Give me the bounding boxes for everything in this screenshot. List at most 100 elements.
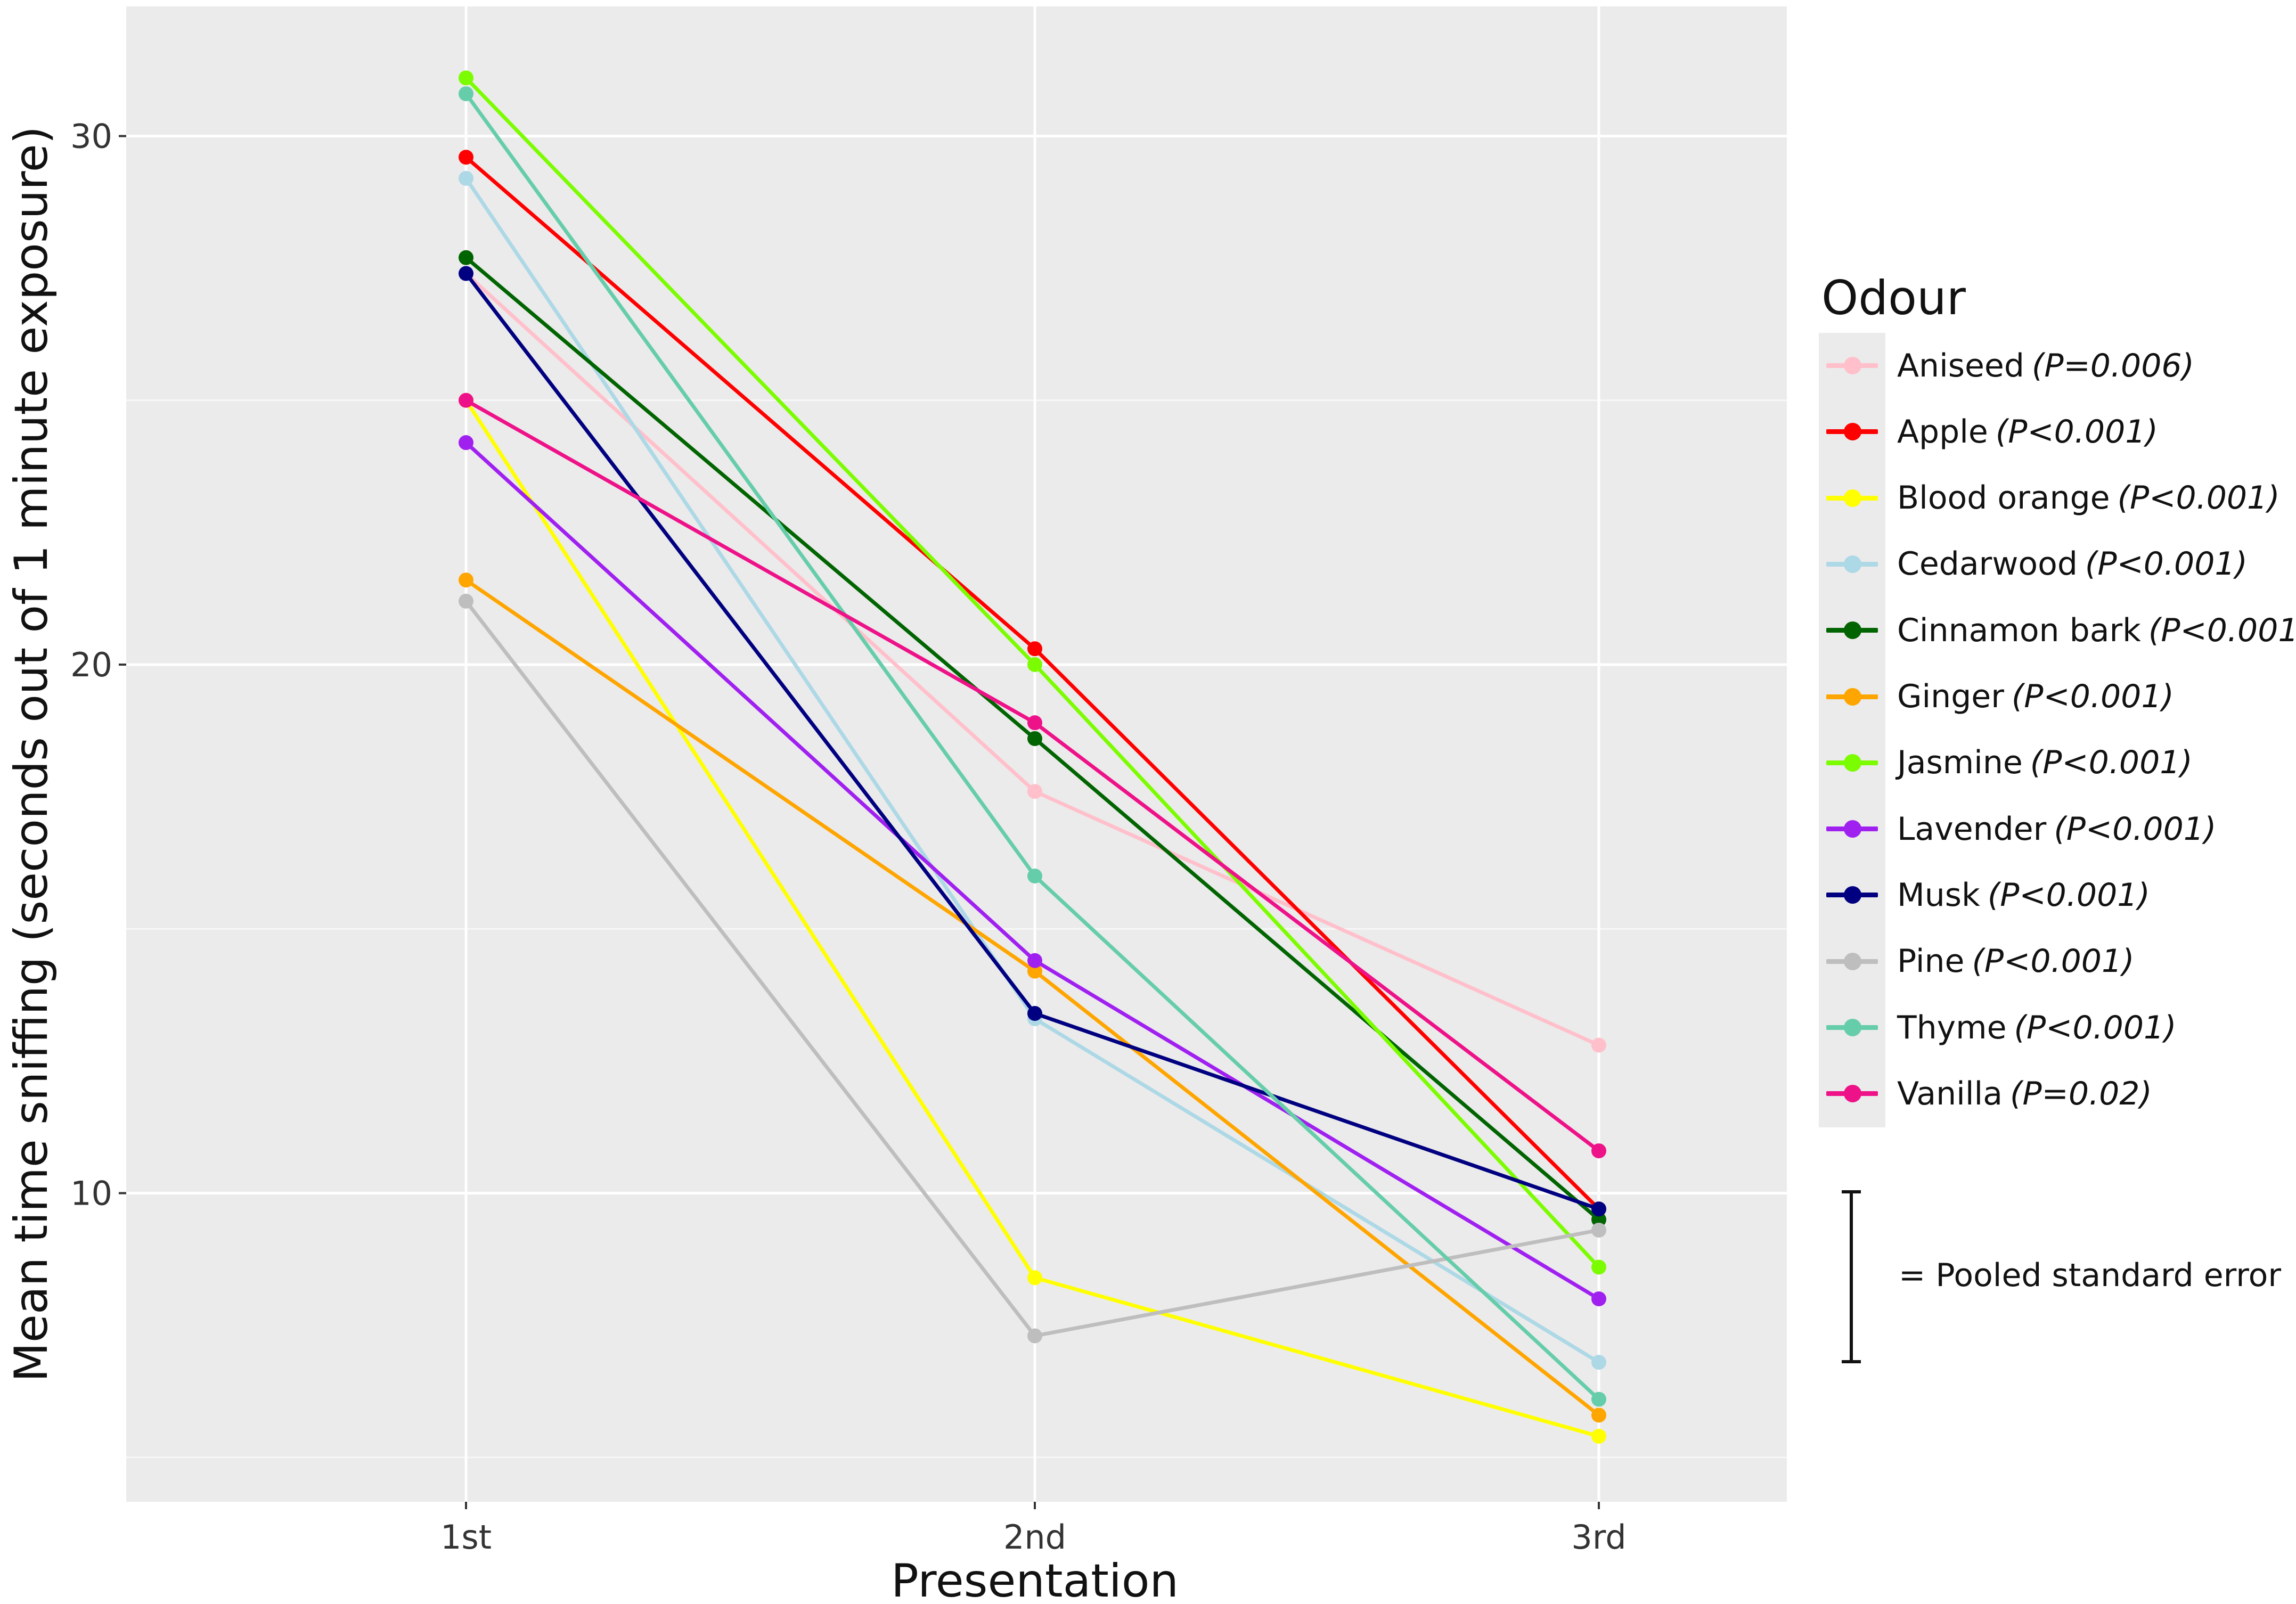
legend-label: Jasmine (P<0.001) xyxy=(1897,744,2193,781)
legend-key-dot xyxy=(1844,886,1861,904)
data-point-apple xyxy=(1027,641,1042,657)
legend-label: Lavender (P<0.001) xyxy=(1897,811,2216,848)
x-tick-label: 2nd xyxy=(1003,1518,1066,1557)
data-point-cedarwood xyxy=(459,170,473,186)
legend-p-value: (P<0.001) xyxy=(2117,479,2280,517)
legend-item-vanilla: Vanilla (P=0.02) xyxy=(1819,1061,2152,1126)
data-point-blood-orange xyxy=(1027,1270,1042,1286)
legend-label: Blood orange (P<0.001) xyxy=(1897,479,2280,517)
data-point-vanilla xyxy=(1027,715,1042,731)
data-point-ginger xyxy=(1027,963,1042,979)
data-point-jasmine xyxy=(1591,1259,1606,1275)
legend-item-lavender: Lavender (P<0.001) xyxy=(1819,796,2216,862)
x-axis-title: Presentation xyxy=(891,1554,1179,1604)
x-tick-label: 3rd xyxy=(1571,1518,1626,1557)
legend-item-apple: Apple (P<0.001) xyxy=(1819,399,2158,464)
pooled-se-key: = Pooled standard error xyxy=(1832,1190,2290,1369)
legend-series-name: Cedarwood xyxy=(1897,545,2078,583)
legend-key-icon xyxy=(1819,664,1885,730)
legend-key-dot xyxy=(1844,489,1861,507)
data-point-pine xyxy=(459,593,473,609)
legend: Odour Aniseed (P=0.006) Apple (P<0.001) Bloo… xyxy=(1819,269,2296,1127)
se-cap-bottom xyxy=(1842,1360,1861,1363)
legend-p-value: (P=0.006) xyxy=(2031,347,2194,384)
legend-series-name: Thyme xyxy=(1897,1009,2007,1046)
grid-major xyxy=(126,6,1787,1502)
data-point-musk xyxy=(1591,1201,1606,1217)
legend-key-dot xyxy=(1844,555,1861,573)
legend-p-value: (P=0.02) xyxy=(2009,1075,2152,1112)
legend-title: Odour xyxy=(1821,271,1966,325)
legend-series-name: Vanilla xyxy=(1897,1075,2003,1112)
legend-series-name: Cinnamon bark xyxy=(1897,611,2141,649)
legend-key-icon xyxy=(1819,399,1885,464)
data-point-musk xyxy=(1027,1006,1042,1021)
legend-key-icon xyxy=(1819,465,1885,531)
pooled-se-label: = Pooled standard error xyxy=(1899,1257,2282,1294)
legend-p-value: (P<0.001) xyxy=(1987,876,2150,914)
data-point-aniseed xyxy=(1027,784,1042,799)
legend-item-cinnamon-bark: Cinnamon bark (P<0.001) xyxy=(1819,598,2296,663)
legend-item-ginger: Ginger (P<0.001) xyxy=(1819,664,2174,730)
data-point-pine xyxy=(1591,1222,1606,1238)
legend-key-icon xyxy=(1819,531,1885,597)
legend-item-aniseed: Aniseed (P=0.006) xyxy=(1819,333,2194,398)
legend-key-icon xyxy=(1819,995,1885,1060)
data-point-pine xyxy=(1027,1328,1042,1344)
legend-series-name: Blood orange xyxy=(1897,479,2110,517)
legend-p-value: (P<0.001) xyxy=(2011,678,2174,715)
legend-p-value: (P<0.001) xyxy=(2085,545,2248,583)
legend-key-dot xyxy=(1844,952,1861,970)
legend-item-jasmine: Jasmine (P<0.001) xyxy=(1819,730,2193,796)
y-tick-label: 30 xyxy=(70,117,112,156)
y-tick-label: 10 xyxy=(70,1174,112,1213)
legend-item-musk: Musk (P<0.001) xyxy=(1819,862,2150,928)
legend-p-value: (P<0.001) xyxy=(2030,744,2193,782)
grid-minor xyxy=(126,399,1787,1459)
legend-key-icon xyxy=(1819,796,1885,862)
legend-key-icon xyxy=(1819,730,1885,796)
legend-p-value: (P<0.001) xyxy=(1972,943,2135,980)
data-point-lavender xyxy=(459,435,473,451)
data-point-cinnamon-bark xyxy=(1591,1212,1606,1227)
legend-series-name: Apple xyxy=(1897,413,1988,451)
data-point-vanilla xyxy=(1591,1143,1606,1159)
plot-panel xyxy=(126,6,1787,1502)
legend-label: Cinnamon bark (P<0.001) xyxy=(1897,612,2296,649)
legend-series-name: Aniseed xyxy=(1897,347,2024,384)
legend-key-dot xyxy=(1844,1019,1861,1036)
legend-p-value: (P<0.001) xyxy=(2054,810,2217,848)
legend-label: Aniseed (P=0.006) xyxy=(1897,347,2194,384)
legend-key-background xyxy=(1819,333,1885,1127)
data-point-ginger xyxy=(459,572,473,588)
legend-key-icon xyxy=(1819,929,1885,994)
data-point-jasmine xyxy=(459,70,473,86)
data-point-blood-orange xyxy=(1591,1429,1606,1444)
legend-series-name: Jasmine xyxy=(1897,744,2023,782)
data-point-vanilla xyxy=(459,392,473,408)
legend-key-dot xyxy=(1844,1085,1861,1103)
y-tick-label: 20 xyxy=(70,645,112,684)
legend-key-icon xyxy=(1819,1061,1885,1126)
legend-p-value: (P<0.001) xyxy=(1995,413,2158,451)
data-point-lavender xyxy=(1027,953,1042,968)
legend-label: Musk (P<0.001) xyxy=(1897,877,2150,914)
legend-key-icon xyxy=(1819,598,1885,663)
legend-key-dot xyxy=(1844,820,1861,838)
legend-key-dot xyxy=(1844,357,1861,374)
legend-label: Apple (P<0.001) xyxy=(1897,413,2158,451)
legend-label: Pine (P<0.001) xyxy=(1897,943,2135,980)
data-point-thyme xyxy=(459,86,473,102)
legend-label: Ginger (P<0.001) xyxy=(1897,678,2174,715)
legend-label: Vanilla (P=0.02) xyxy=(1897,1075,2152,1112)
legend-item-cedarwood: Cedarwood (P<0.001) xyxy=(1819,531,2248,597)
data-point-cinnamon-bark xyxy=(1027,731,1042,746)
legend-key-dot xyxy=(1844,621,1861,640)
legend-series-name: Pine xyxy=(1897,943,1965,980)
legend-item-thyme: Thyme (P<0.001) xyxy=(1819,995,2177,1060)
data-point-jasmine xyxy=(1027,657,1042,672)
x-tick-label: 1st xyxy=(440,1518,492,1557)
legend-label: Cedarwood (P<0.001) xyxy=(1897,545,2248,583)
data-point-cinnamon-bark xyxy=(459,250,473,265)
